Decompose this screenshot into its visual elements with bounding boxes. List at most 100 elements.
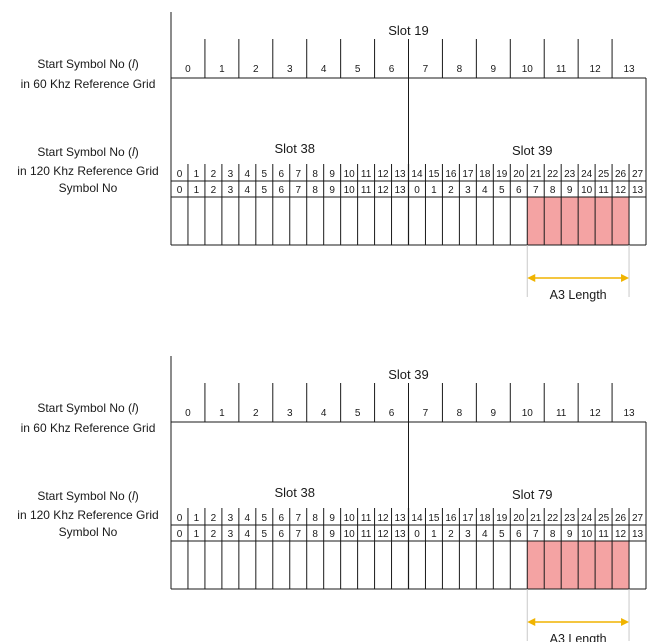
symbol-number: 11 [598,529,609,540]
start-symbol-120-label-close: ) [135,145,139,159]
a3-length-label: A3 Length [550,288,607,302]
grid120-number: 10 [344,513,356,524]
start-symbol-60-label-italic: l [132,401,135,415]
grid120-number: 7 [295,169,301,180]
symbol-number: 6 [516,185,522,196]
symbol-number: 6 [278,185,284,196]
grid60-number: 3 [287,64,293,75]
symbol-number: 10 [344,185,356,196]
a3-highlight-cell [612,197,630,245]
grid120-number: 8 [312,169,318,180]
grid120-number: 1 [194,513,200,524]
symbol-no-label: Symbol No [59,525,118,539]
grid120-number: 23 [564,513,576,524]
symbol-number: 11 [361,529,372,540]
grid60-number: 11 [556,408,567,419]
symbol-number: 5 [262,185,268,196]
symbol-number: 6 [278,529,284,540]
grid60-number: 7 [423,64,429,75]
grid120-number: 21 [530,169,542,180]
grid60-label: in 60 Khz Reference Grid [21,77,156,91]
grid120-number: 15 [428,513,440,524]
symbol-number: 2 [448,529,454,540]
grid120-number: 2 [211,169,217,180]
start-symbol-60-label: Start Symbol No (l) [37,57,138,71]
grid120-number: 21 [530,513,542,524]
symbol-number: 4 [482,185,488,196]
grid120-number: 4 [245,169,251,180]
symbol-number: 12 [377,185,389,196]
grid120-number: 19 [496,513,508,524]
start-symbol-60-label-text: Start Symbol No ( [37,401,132,415]
grid60-number: 7 [423,408,429,419]
grid120-number: 23 [564,169,576,180]
grid120-number: 14 [411,513,423,524]
symbol-number: 9 [329,529,335,540]
grid120-number: 16 [445,513,457,524]
symbol-number: 12 [615,529,627,540]
grid120-number: 18 [479,169,491,180]
symbol-number: 2 [211,185,217,196]
start-symbol-120-label-close: ) [135,489,139,503]
symbol-number: 11 [361,185,372,196]
a3-highlight-cell [561,541,579,589]
a3-highlight-cell [544,541,562,589]
symbol-number: 3 [228,185,234,196]
top-slot-title: Slot 19 [388,23,428,38]
grid60-number: 3 [287,408,293,419]
grid120-number: 27 [632,513,644,524]
grid60-number: 12 [590,64,602,75]
symbol-number: 2 [448,185,454,196]
grid60-number: 0 [185,64,191,75]
slot-diagram-2: 0 1 2 3 4 5 6 7 8 9 10 11 12 130 1 2 3 4 5 6 7 8 9 10 11 12 13 14 15… [17,356,647,642]
grid60-number: 8 [457,408,463,419]
a3-highlight-cell [561,197,579,245]
grid60-number: 10 [522,64,534,75]
a3-arrow-right [621,618,630,626]
symbol-number: 1 [194,529,200,540]
grid120-number: 5 [262,513,268,524]
slot-diagram-1: 0 1 2 3 4 5 6 7 8 9 10 11 12 130 1 2 3 4 5 6 7 8 9 10 11 12 13 14 15… [17,12,647,302]
grid120-number: 9 [329,513,335,524]
grid120-number: 6 [278,513,284,524]
symbol-number: 5 [499,185,505,196]
grid120-number: 26 [615,513,627,524]
a3-arrow-left [527,274,536,282]
symbol-number: 2 [211,529,217,540]
symbol-number: 7 [533,529,539,540]
grid120-number: 1 [194,169,200,180]
symbol-number: 0 [414,529,420,540]
grid60-number: 12 [590,408,602,419]
symbol-number: 4 [245,185,251,196]
symbol-number: 9 [329,185,335,196]
grid120-number: 13 [394,169,406,180]
grid120-number: 20 [513,513,525,524]
grid60-number: 2 [253,64,259,75]
grid120-number: 17 [462,169,474,180]
grid120-number: 20 [513,169,525,180]
grid120-number: 11 [361,169,372,180]
grid120-number: 8 [312,513,318,524]
right-slot-title: Slot 79 [512,487,552,502]
a3-length-label: A3 Length [550,632,607,642]
grid120-number: 25 [598,513,610,524]
symbol-number: 3 [228,529,234,540]
symbol-number: 0 [177,529,183,540]
a3-highlight-cell [527,541,545,589]
grid60-number: 6 [389,64,395,75]
symbol-number: 13 [394,529,406,540]
grid60-number: 6 [389,408,395,419]
start-symbol-60-label-close: ) [135,57,139,71]
start-symbol-60-label: Start Symbol No (l) [37,401,138,415]
start-symbol-60-label-close: ) [135,401,139,415]
symbol-number: 1 [194,185,200,196]
symbol-number: 3 [465,185,471,196]
left-slot-title: Slot 38 [275,141,315,156]
symbol-number: 10 [581,185,593,196]
a3-highlight-cell [612,541,630,589]
symbol-number: 9 [567,185,573,196]
grid60-number: 8 [457,64,463,75]
grid120-number: 15 [428,169,440,180]
symbol-number: 5 [262,529,268,540]
